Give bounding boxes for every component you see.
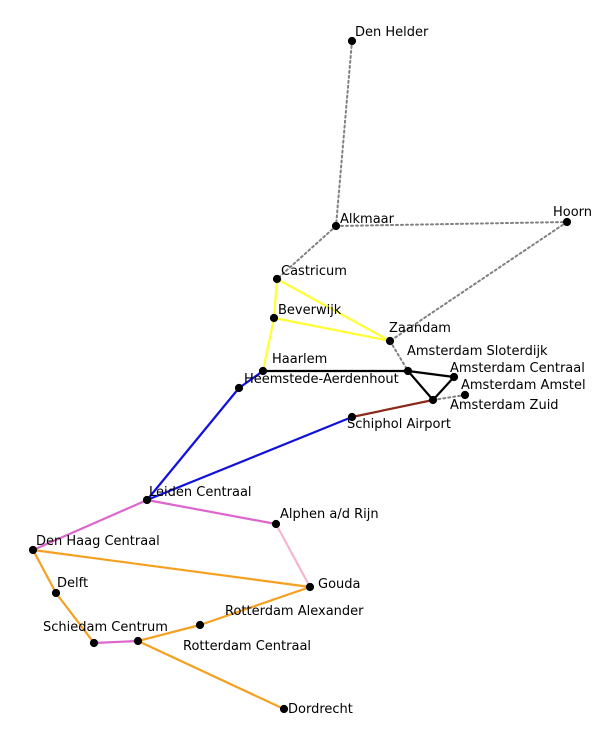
connection-delft-schiedam (54, 591, 96, 645)
station-label-den-helder: Den Helder (355, 25, 429, 40)
station-label-zuid: Amsterdam Zuid (450, 398, 559, 413)
connection-beverwijk-zaandam (272, 316, 392, 343)
connection-hoorn-zaandam (389, 221, 568, 342)
station-node-dordrecht (279, 704, 289, 714)
station-label-haarlem: Haarlem (272, 352, 327, 367)
station-node-zuid (428, 395, 438, 405)
station-label-delft: Delft (57, 576, 88, 591)
connection-gouda-rtd-alexander (198, 585, 312, 627)
connection-alkmaar-hoorn (335, 221, 568, 227)
connection-centraal-zuid (431, 375, 456, 402)
connection-zaandam-sloterdijk (389, 340, 409, 372)
station-node-sloterdijk (403, 366, 413, 376)
station-node-centraal (449, 372, 459, 382)
station-layer (28, 36, 572, 714)
station-label-castricum: Castricum (281, 264, 347, 279)
label-layer: Den Helder Alkmaar Hoorn Castricum Beverwijk… (36, 25, 592, 717)
station-node-rtd-centraal (133, 636, 143, 646)
connection-alphen-gouda (274, 522, 312, 589)
station-label-heemstede: Heemstede-Aerdenhout (244, 372, 399, 387)
station-label-hoorn: Hoorn (553, 205, 592, 220)
station-label-schiphol: Schiphol Airport (347, 417, 451, 432)
connection-castricum-beverwijk (272, 277, 279, 320)
station-label-rtd-alexander: Rotterdam Alexander (225, 604, 364, 619)
station-label-alkmaar: Alkmaar (340, 212, 395, 227)
station-label-alphen: Alphen a/d Rijn (280, 507, 379, 522)
connection-leiden-denhaag (31, 498, 149, 552)
station-label-centraal: Amsterdam Centraal (450, 361, 585, 376)
station-label-rtd-centraal: Rotterdam Centraal (183, 639, 311, 654)
station-label-dordrecht: Dordrecht (288, 702, 353, 717)
station-node-schiphol (347, 412, 357, 422)
station-node-amstel (460, 390, 470, 400)
connection-sloterdijk-centraal (406, 369, 456, 379)
station-label-zaandam: Zaandam (389, 321, 451, 336)
station-node-haarlem (258, 366, 268, 376)
station-node-schiedam (89, 638, 99, 648)
station-label-denhaag: Den Haag Centraal (36, 534, 160, 549)
station-node-heemstede (234, 383, 244, 393)
connection-haarlem-heemstede (237, 369, 265, 390)
connection-castricum-zaandam (275, 277, 392, 343)
station-label-beverwijk: Beverwijk (278, 303, 342, 318)
station-label-sloterdijk: Amsterdam Sloterdijk (407, 344, 548, 359)
station-node-alphen (271, 519, 281, 529)
connection-den-helder-alkmaar (335, 40, 353, 227)
station-label-schiedam: Schiedam Centrum (43, 620, 168, 635)
station-label-amstel: Amsterdam Amstel (461, 378, 586, 393)
station-node-delft (51, 588, 61, 598)
station-node-leiden (142, 495, 152, 505)
connection-leiden-alphen (145, 498, 278, 526)
station-node-gouda (305, 582, 315, 592)
connection-schiphol-leiden (145, 415, 354, 502)
station-label-gouda: Gouda (318, 577, 361, 592)
station-node-rtd-alexander (195, 620, 205, 630)
station-node-denhaag (28, 545, 38, 555)
station-label-leiden: Leiden Centraal (149, 485, 252, 500)
connection-beverwijk-haarlem (261, 316, 276, 373)
connection-zuid-schiphol (350, 398, 435, 419)
station-node-hoorn (562, 217, 572, 227)
connection-rtd-centraal-dordrecht (136, 639, 286, 711)
station-node-den-helder (347, 36, 357, 46)
connection-rtd-alexander-rtd-centraal (136, 623, 202, 643)
connection-schiedam-rtd-centraal (92, 639, 140, 645)
connection-denhaag-delft (31, 548, 58, 595)
connection-layer (31, 40, 568, 711)
connection-alkmaar-castricum (276, 225, 337, 280)
connection-heemstede-leiden (145, 386, 241, 502)
station-node-castricum (272, 274, 282, 284)
station-node-beverwijk (269, 313, 279, 323)
connection-amstel-zuid (432, 394, 466, 401)
connection-denhaag-gouda (31, 548, 312, 589)
connection-sloterdijk-zuid (406, 369, 435, 402)
station-node-zaandam (385, 336, 395, 346)
station-node-alkmaar (331, 221, 341, 231)
